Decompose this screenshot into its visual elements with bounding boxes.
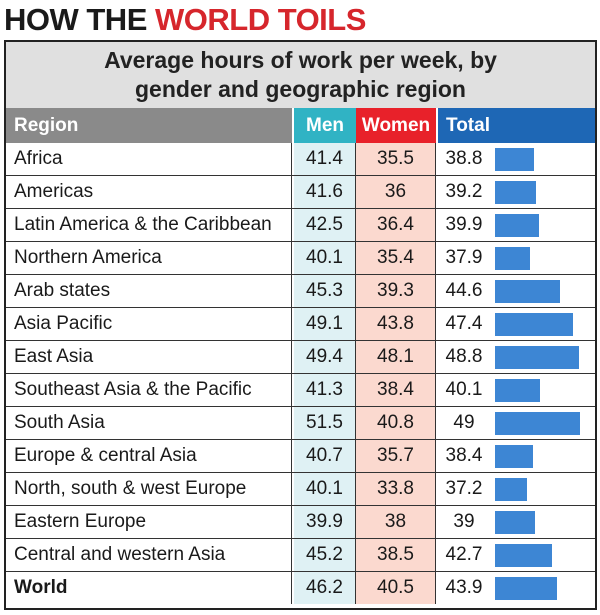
total-bar	[495, 544, 552, 567]
total-value: 42.7	[445, 544, 483, 565]
region-cell: Central and western Asia	[6, 539, 292, 571]
region-cell: North, south & west Europe	[6, 473, 292, 505]
women-value: 35.5	[356, 143, 436, 175]
region-cell: Southeast Asia & the Pacific	[6, 374, 292, 406]
men-value: 45.3	[294, 275, 356, 307]
region-cell: Asia Pacific	[6, 308, 292, 340]
women-value: 38.5	[356, 539, 436, 571]
region-cell: Arab states	[6, 275, 292, 307]
total-value: 38.8	[445, 148, 483, 169]
table-row: Europe & central Asia 40.7 35.7 38.4	[6, 440, 595, 473]
chart-title: Average hours of work per week, by gende…	[6, 42, 595, 108]
table-row: East Asia 49.4 48.1 48.8	[6, 341, 595, 374]
region-cell: Americas	[6, 176, 292, 208]
total-value: 40.1	[445, 379, 483, 400]
women-value: 39.3	[356, 275, 436, 307]
total-bar	[495, 148, 535, 171]
total-value: 47.4	[445, 313, 483, 334]
table-row: Africa 41.4 35.5 38.8	[6, 143, 595, 176]
women-value: 33.8	[356, 473, 436, 505]
table-frame: Average hours of work per week, by gende…	[4, 40, 597, 610]
region-cell: Europe & central Asia	[6, 440, 292, 472]
region-cell: World	[6, 572, 292, 604]
table-row: Eastern Europe 39.9 38 39	[6, 506, 595, 539]
total-bar	[495, 478, 528, 501]
table-body: Africa 41.4 35.5 38.8 Americas 41.6 36 39.2 Lati…	[6, 143, 595, 605]
region-cell: East Asia	[6, 341, 292, 373]
total-value: 48.8	[445, 346, 483, 367]
column-header-total: Total	[438, 108, 595, 143]
total-bar	[495, 379, 541, 402]
total-value: 38.4	[445, 445, 483, 466]
men-value: 49.1	[294, 308, 356, 340]
table-row: Americas 41.6 36 39.2	[6, 176, 595, 209]
men-value: 40.1	[294, 473, 356, 505]
men-value: 49.4	[294, 341, 356, 373]
total-value: 49	[453, 412, 475, 433]
table-row: Central and western Asia 45.2 38.5 42.7	[6, 539, 595, 572]
headline: HOW THE WORLD TOILS	[4, 2, 366, 38]
region-cell: Africa	[6, 143, 292, 175]
region-cell: South Asia	[6, 407, 292, 439]
total-value: 39	[453, 511, 475, 532]
headline-part1: HOW THE	[4, 2, 155, 37]
women-value: 35.4	[356, 242, 436, 274]
table-row: Asia Pacific 49.1 43.8 47.4	[6, 308, 595, 341]
women-value: 40.5	[356, 572, 436, 604]
column-header-women: Women	[356, 108, 436, 143]
total-value: 37.9	[445, 247, 483, 268]
region-cell: Latin America & the Caribbean	[6, 209, 292, 241]
men-value: 40.7	[294, 440, 356, 472]
table-row: Arab states 45.3 39.3 44.6	[6, 275, 595, 308]
total-bar	[495, 181, 537, 204]
total-bar	[495, 511, 536, 534]
table-row: Northern America 40.1 35.4 37.9	[6, 242, 595, 275]
total-value: 39.2	[445, 181, 483, 202]
headline-part2: WORLD TOILS	[155, 2, 366, 37]
men-value: 40.1	[294, 242, 356, 274]
total-bar	[495, 445, 533, 468]
total-bar	[495, 346, 579, 369]
men-value: 42.5	[294, 209, 356, 241]
total-value: 43.9	[445, 577, 483, 598]
women-value: 36	[356, 176, 436, 208]
men-value: 41.4	[294, 143, 356, 175]
women-value: 38	[356, 506, 436, 538]
total-bar	[495, 247, 531, 270]
men-value: 41.3	[294, 374, 356, 406]
men-value: 51.5	[294, 407, 356, 439]
total-value: 39.9	[445, 214, 483, 235]
table-row: North, south & west Europe 40.1 33.8 37.2	[6, 473, 595, 506]
total-bar	[495, 214, 540, 237]
column-header-men: Men	[294, 108, 356, 143]
total-value: 44.6	[445, 280, 483, 301]
region-cell: Eastern Europe	[6, 506, 292, 538]
men-value: 46.2	[294, 572, 356, 604]
men-value: 41.6	[294, 176, 356, 208]
table-row: South Asia 51.5 40.8 49	[6, 407, 595, 440]
total-bar	[495, 577, 558, 600]
region-cell: Northern America	[6, 242, 292, 274]
total-value: 37.2	[445, 478, 483, 499]
table-row: Southeast Asia & the Pacific 41.3 38.4 40.1	[6, 374, 595, 407]
men-value: 39.9	[294, 506, 356, 538]
total-bar	[495, 313, 573, 336]
column-header-region: Region	[6, 108, 292, 143]
women-value: 36.4	[356, 209, 436, 241]
total-bar	[495, 280, 561, 303]
women-value: 35.7	[356, 440, 436, 472]
women-value: 38.4	[356, 374, 436, 406]
women-value: 40.8	[356, 407, 436, 439]
men-value: 45.2	[294, 539, 356, 571]
table-row: Latin America & the Caribbean 42.5 36.4 39.…	[6, 209, 595, 242]
women-value: 43.8	[356, 308, 436, 340]
table-header: Region Men Women Total	[6, 108, 595, 143]
total-bar	[495, 412, 580, 435]
table-row: World 46.2 40.5 43.9	[6, 572, 595, 605]
women-value: 48.1	[356, 341, 436, 373]
